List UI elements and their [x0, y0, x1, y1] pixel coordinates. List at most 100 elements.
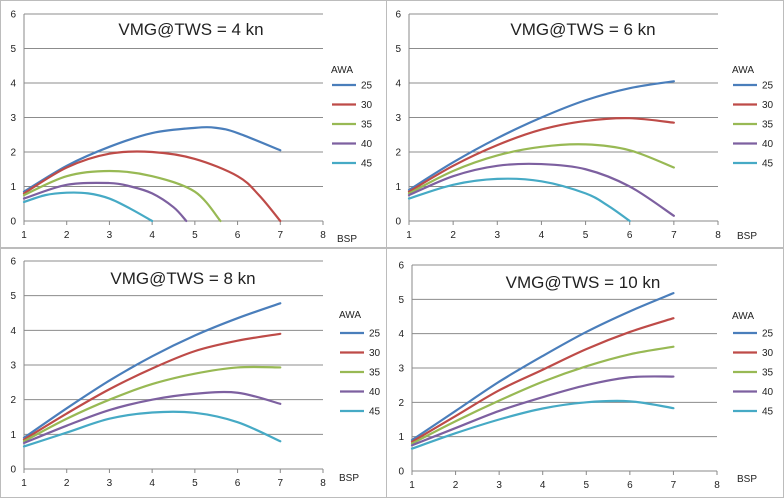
legend-label: 35	[762, 368, 774, 379]
series-line	[410, 375, 675, 447]
y-tick-label: 4	[10, 326, 16, 337]
y-tick-label: 1	[395, 182, 401, 193]
y-tick-label: 2	[398, 398, 404, 409]
x-tick-label: 1	[21, 230, 27, 241]
x-tick-label: 3	[496, 480, 502, 491]
x-tick-label: 5	[583, 230, 589, 241]
y-tick-label: 0	[398, 467, 404, 478]
legend-label: 40	[369, 387, 381, 398]
chart-panel: 0 1 2 3 4 5 6 1 2 3 4 5 6 7 8 BSP VMG@TWS = 10 kn AWA 25 30…	[386, 248, 784, 498]
legend-label: 45	[361, 159, 373, 170]
y-tick-label: 2	[10, 395, 16, 406]
x-tick-label: 8	[320, 230, 326, 241]
y-tick-label: 5	[10, 291, 16, 302]
series-line	[22, 390, 282, 445]
x-tick-label: 4	[149, 478, 155, 489]
x-axis-label: BSP	[339, 473, 359, 484]
legend-label: 45	[762, 159, 774, 170]
series-line	[410, 345, 675, 445]
x-tick-label: 1	[21, 478, 27, 489]
x-tick-label: 8	[320, 478, 326, 489]
x-tick-label: 6	[235, 478, 241, 489]
legend-label: 40	[762, 139, 774, 150]
x-tick-label: 4	[149, 230, 155, 241]
legend-title: AWA	[339, 310, 361, 321]
legend-label: 40	[361, 139, 373, 150]
series-line	[22, 302, 282, 439]
series-line	[407, 177, 631, 223]
chart-title: VMG@TWS = 4 kn	[118, 20, 263, 39]
series-line	[22, 126, 282, 193]
x-tick-label: 5	[192, 478, 198, 489]
series-line	[407, 162, 675, 217]
legend-label: 35	[369, 368, 381, 379]
legend-title: AWA	[732, 311, 754, 322]
x-tick-label: 4	[539, 230, 545, 241]
series-line	[22, 332, 282, 441]
series-line	[22, 191, 154, 223]
legend-label: 30	[361, 100, 373, 111]
legend-label: 25	[361, 81, 373, 92]
legend-label: 45	[369, 407, 381, 418]
series-line	[22, 410, 282, 448]
x-tick-label: 6	[627, 230, 633, 241]
series-line	[410, 317, 675, 443]
y-tick-label: 0	[10, 217, 16, 228]
x-tick-label: 2	[450, 230, 456, 241]
x-tick-label: 7	[278, 230, 284, 241]
y-tick-label: 6	[398, 261, 404, 272]
y-tick-label: 3	[10, 113, 16, 124]
y-tick-label: 6	[395, 10, 401, 21]
x-tick-label: 5	[584, 480, 590, 491]
legend-label: 35	[762, 120, 774, 131]
x-tick-label: 3	[107, 230, 113, 241]
y-tick-label: 1	[10, 430, 16, 441]
x-tick-label: 2	[64, 230, 70, 241]
series-line	[410, 399, 675, 450]
x-tick-label: 4	[540, 480, 546, 491]
x-tick-label: 2	[453, 480, 459, 491]
x-tick-label: 6	[235, 230, 241, 241]
y-tick-label: 6	[10, 257, 16, 268]
legend-label: 25	[762, 81, 774, 92]
y-tick-label: 4	[10, 79, 16, 90]
series-line	[407, 143, 675, 195]
series-line	[410, 292, 675, 442]
x-tick-label: 8	[714, 480, 720, 491]
y-tick-label: 3	[10, 361, 16, 372]
chart-panel: 0 1 2 3 4 5 6 1 2 3 4 5 6 7 8 BSP VMG@TWS = 6 kn AWA 25 30 3…	[386, 0, 784, 248]
x-axis-label: BSP	[737, 231, 757, 242]
legend-label: 30	[762, 348, 774, 359]
series-line	[407, 117, 675, 193]
y-tick-label: 1	[398, 432, 404, 443]
x-tick-label: 1	[406, 230, 412, 241]
y-tick-label: 4	[395, 79, 401, 90]
legend-title: AWA	[331, 65, 353, 76]
legend-label: 30	[762, 100, 774, 111]
legend-label: 25	[369, 329, 381, 340]
x-tick-label: 5	[192, 230, 198, 241]
y-tick-label: 0	[395, 217, 401, 228]
y-tick-label: 1	[10, 182, 16, 193]
legend-title: AWA	[732, 65, 754, 76]
y-tick-label: 3	[398, 364, 404, 375]
x-tick-label: 1	[409, 480, 415, 491]
chart-panel: 0 1 2 3 4 5 6 1 2 3 4 5 6 7 8 BSP VMG@TWS = 8 kn AWA 25 30 3…	[0, 248, 389, 498]
x-tick-label: 7	[278, 478, 284, 489]
x-tick-label: 7	[671, 230, 677, 241]
x-tick-label: 2	[64, 478, 70, 489]
legend-label: 40	[762, 387, 774, 398]
legend-label: 45	[762, 407, 774, 418]
y-tick-label: 5	[395, 44, 401, 55]
y-tick-label: 3	[395, 113, 401, 124]
series-line	[22, 169, 222, 223]
x-tick-label: 8	[715, 230, 721, 241]
x-tick-label: 6	[627, 480, 633, 491]
series-line	[22, 181, 188, 223]
y-tick-label: 5	[398, 295, 404, 306]
chart-title: VMG@TWS = 6 kn	[510, 20, 655, 39]
